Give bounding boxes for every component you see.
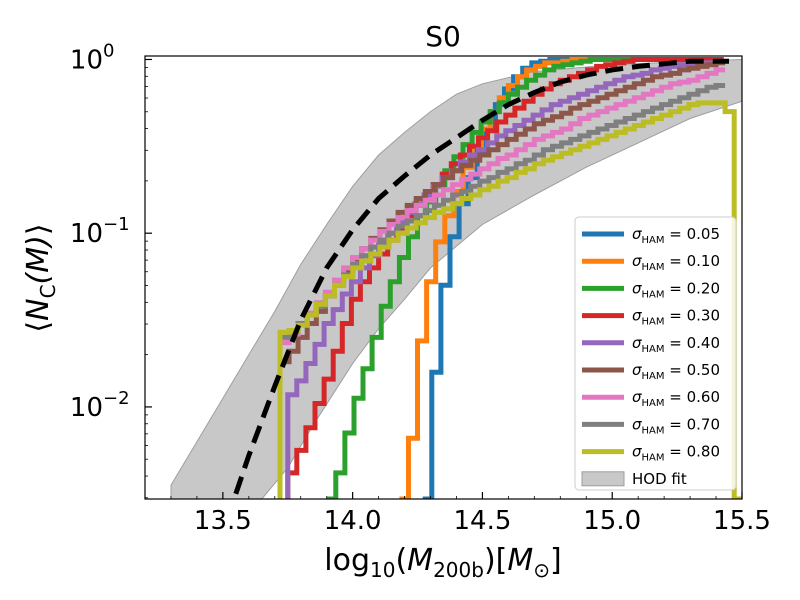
plot-frame (144, 55, 743, 500)
x-axis-title: log10(M200b)[M⊙] (324, 543, 561, 582)
y-tick-label: 10 (70, 219, 103, 249)
plot-area (170, 57, 742, 499)
legend-label: σHAM = 0.40 (632, 334, 720, 355)
legend-label: σHAM = 0.50 (632, 361, 720, 382)
legend-label: σHAM = 0.10 (632, 252, 720, 273)
x-tick-label: 14.5 (453, 506, 511, 536)
y-tick-exponent: −2 (103, 388, 130, 409)
legend: σHAM = 0.05 σHAM = 0.10 σHAM = 0.20 σHAM = … (574, 216, 737, 491)
series-line-0.40 (285, 58, 724, 499)
y-tick-label: 10 (70, 45, 103, 75)
legend-box (574, 216, 737, 491)
mean-hod-curve (233, 58, 729, 495)
x-tick-label: 14.0 (324, 506, 382, 536)
series-line-0.30 (285, 57, 724, 499)
legend-swatch-hod (581, 471, 625, 487)
chart-title: S0 (425, 20, 461, 53)
series-line-0.80 (277, 100, 742, 499)
x-tick-label: 15.0 (583, 506, 641, 536)
legend-label: σHAM = 0.05 (632, 225, 720, 246)
legend-label: σHAM = 0.70 (632, 415, 720, 436)
x-tick-label: 13.5 (194, 506, 252, 536)
legend-label: σHAM = 0.20 (632, 279, 720, 300)
legend-label: σHAM = 0.60 (632, 388, 720, 409)
y-tick-label: 10 (70, 393, 103, 423)
y-axis-title: ⟨NC(M)⟩ (21, 223, 60, 332)
x-tick-label: 15.5 (713, 506, 771, 536)
legend-label-hod: HOD fit (632, 470, 687, 488)
series-line-0.20 (326, 57, 718, 499)
legend-label: σHAM = 0.30 (632, 307, 720, 328)
y-tick-exponent: 0 (103, 40, 114, 61)
legend-label: σHAM = 0.80 (632, 443, 720, 464)
y-tick-exponent: −1 (103, 214, 130, 235)
hod-fit-band (170, 58, 742, 499)
